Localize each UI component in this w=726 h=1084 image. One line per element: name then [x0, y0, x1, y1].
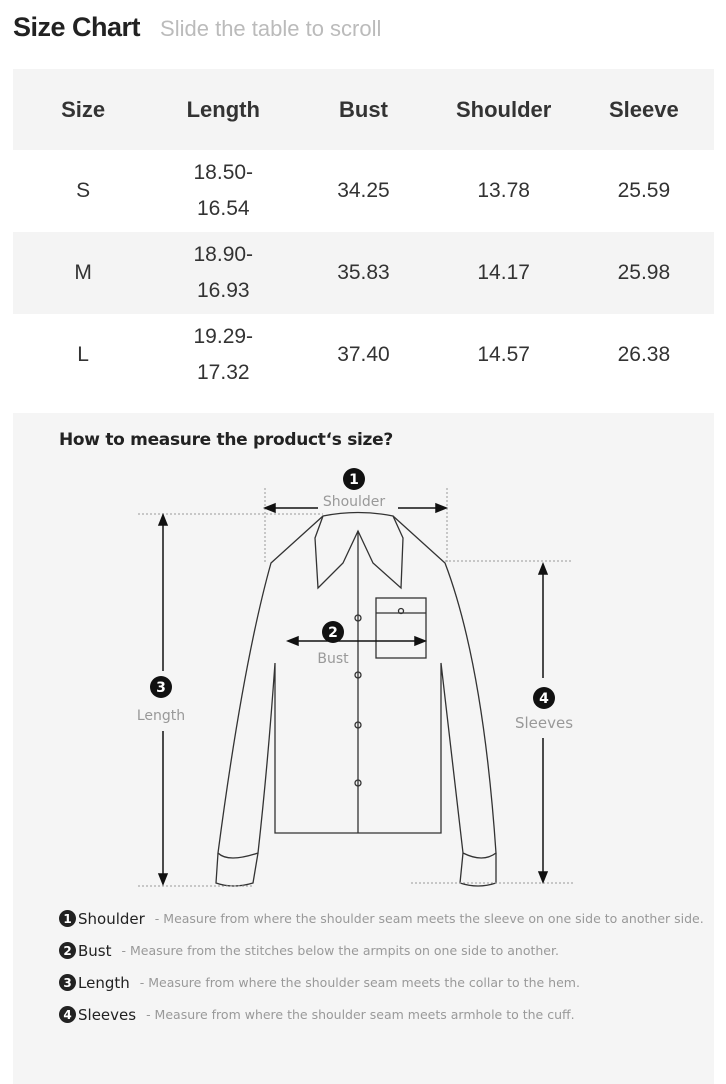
measure-guide: How to measure the product‘s size? 1 2 3… — [13, 413, 714, 1084]
number-badge-icon: 4 — [59, 1006, 76, 1023]
table-cell: L — [77, 343, 89, 366]
number-badge-icon: 1 — [59, 910, 76, 927]
number-badge-icon: 3 — [59, 974, 76, 991]
table-cell: 34.25 — [337, 179, 390, 202]
table-cell: 26.38 — [617, 343, 671, 366]
legend-desc: - Measure from the stitches below the ar… — [121, 943, 559, 958]
measure-arrows — [157, 502, 549, 887]
table-row: M 18.90- 16.93 35.83 14.17 25.98 — [13, 232, 714, 314]
sleeves-label: Sleeves — [515, 714, 573, 732]
shirt-diagram: 1 2 3 4 Shoulder Bust Length Sleeves — [137, 468, 573, 887]
table-cell: 19.29- 17.32 — [193, 325, 254, 384]
legend-desc: - Measure from where the shoulder seam m… — [154, 911, 704, 926]
length-label: Length — [137, 708, 185, 724]
svg-text:2: 2 — [328, 625, 338, 641]
legend-item: 4 Sleeves - Measure from where the shoulde… — [59, 1006, 704, 1028]
legend-name: Shoulder — [78, 910, 145, 928]
table-cell: 37.40 — [337, 343, 390, 366]
legend-item: 2 Bust - Measure from the stitches below t… — [59, 942, 704, 964]
column-header: Length — [153, 69, 294, 150]
table-cell: 13.78 — [477, 179, 530, 202]
svg-text:4: 4 — [539, 691, 549, 707]
legend-desc: - Measure from where the shoulder seam m… — [139, 975, 580, 990]
table-cell: 18.90- 16.93 — [153, 232, 294, 314]
bust-label: Bust — [317, 651, 349, 667]
legend-item: 3 Length - Measure from where the shoulder… — [59, 974, 704, 996]
guide-title: How to measure the product‘s size? — [59, 430, 393, 450]
table-cell: 18.50- 16.54 — [193, 161, 254, 220]
column-header: Bust — [293, 69, 434, 150]
table-row: L 19.29- 17.32 37.40 14.57 26.38 — [13, 314, 714, 396]
header: Size Chart Slide the table to scroll — [13, 12, 381, 43]
legend-name: Bust — [78, 942, 112, 960]
table-row: S 18.50- 16.54 34.25 13.78 25.59 — [13, 150, 714, 232]
size-table[interactable]: Size Length Bust Shoulder Sleeve S 18.50- 16.… — [13, 69, 714, 396]
table-header: Size Length Bust Shoulder Sleeve — [13, 69, 714, 150]
table-cell: 25.59 — [617, 179, 671, 202]
column-header: Size — [13, 69, 154, 150]
measure-legend: 1 Shoulder - Measure from where the should… — [59, 910, 704, 1038]
legend-name: Length — [78, 974, 130, 992]
legend-item: 1 Shoulder - Measure from where the should… — [59, 910, 704, 932]
shoulder-label: Shoulder — [323, 494, 386, 510]
page-title: Size Chart — [13, 12, 141, 42]
legend-desc: - Measure from where the shoulder seam m… — [146, 1007, 575, 1022]
table-cell: 14.57 — [477, 343, 530, 366]
table-cell: M — [13, 232, 154, 314]
table-cell: 35.83 — [293, 232, 434, 314]
table-cell: 25.98 — [573, 232, 714, 314]
shirt-outline-icon — [215, 511, 497, 887]
legend-name: Sleeves — [78, 1006, 137, 1024]
svg-text:3: 3 — [156, 680, 166, 696]
column-header: Sleeve — [573, 69, 714, 150]
column-header: Shoulder — [433, 69, 574, 150]
table-cell: S — [76, 179, 91, 202]
number-badge-icon: 2 — [59, 942, 76, 959]
table-cell: 14.17 — [433, 232, 574, 314]
svg-text:1: 1 — [349, 472, 359, 488]
scroll-hint: Slide the table to scroll — [160, 16, 382, 41]
